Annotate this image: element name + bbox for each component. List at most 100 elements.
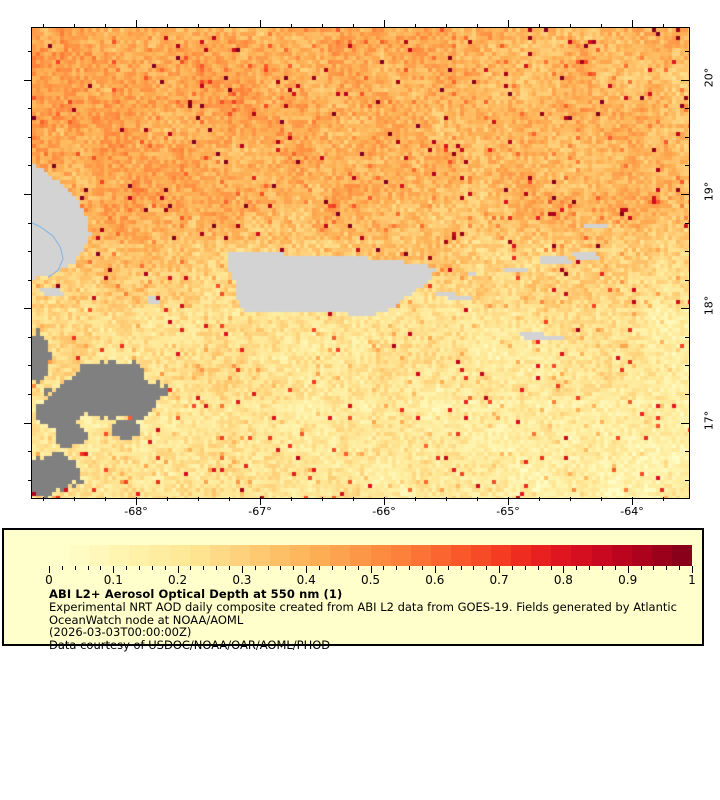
colorbar-tick-minor bbox=[126, 566, 127, 570]
ytick-minor bbox=[28, 137, 32, 138]
xtick-minor-top bbox=[167, 24, 168, 28]
ytick-minor bbox=[28, 108, 32, 109]
ytick-label-2: 18° bbox=[698, 296, 720, 316]
map-plot-area[interactable] bbox=[31, 27, 690, 499]
xtick-label-2: -66° bbox=[372, 505, 396, 518]
colorbar-tick-minor bbox=[75, 566, 76, 570]
xtick-major-top-3 bbox=[508, 20, 509, 28]
colorbar-tick-minor bbox=[448, 566, 449, 570]
xtick-label-3: -65° bbox=[496, 505, 520, 518]
xtick-minor-top bbox=[477, 24, 478, 28]
xtick-minor bbox=[663, 497, 664, 501]
ytick-minor-right bbox=[685, 451, 689, 452]
colorbar-tick-minor bbox=[615, 566, 616, 570]
colorbar-segment bbox=[410, 545, 431, 566]
xtick-major-top-2 bbox=[384, 20, 385, 28]
xtick-major-1 bbox=[260, 497, 261, 505]
colorbar-segment bbox=[209, 545, 230, 566]
colorbar-tick-minor bbox=[602, 566, 603, 570]
colorbar-tick-minor bbox=[525, 566, 526, 570]
ytick-major-0 bbox=[24, 80, 32, 81]
xtick-minor bbox=[43, 497, 44, 501]
legend-line-1: Experimental NRT AOD daily composite cre… bbox=[49, 600, 677, 614]
colorbar-tick-minor bbox=[139, 566, 140, 570]
colorbar-segment bbox=[129, 545, 150, 566]
xtick-minor-top bbox=[74, 24, 75, 28]
colorbar-segment bbox=[189, 545, 210, 566]
colorbar-segment bbox=[330, 545, 351, 566]
colorbar-tick-minor bbox=[203, 566, 204, 570]
colorbar-segment bbox=[229, 545, 250, 566]
ytick-minor-right bbox=[685, 223, 689, 224]
ytick-minor bbox=[28, 480, 32, 481]
colorbar-segment bbox=[249, 545, 271, 566]
ytick-major-right-0 bbox=[681, 80, 689, 81]
colorbar-tick-major bbox=[628, 566, 629, 573]
colorbar-label-7: 0.7 bbox=[489, 573, 509, 587]
ytick-minor-right bbox=[685, 165, 689, 166]
colorbar-tick-major bbox=[113, 566, 114, 573]
colorbar-segment bbox=[69, 545, 90, 566]
colorbar-segment bbox=[631, 545, 652, 566]
colorbar-segment bbox=[89, 545, 110, 566]
colorbar-tick-minor bbox=[576, 566, 577, 570]
colorbar-tick-minor bbox=[653, 566, 654, 570]
ytick-minor bbox=[28, 280, 32, 281]
ytick-minor bbox=[28, 451, 32, 452]
colorbar-gradient[interactable] bbox=[49, 545, 692, 566]
colorbar-tick-major bbox=[692, 566, 693, 573]
legend-panel: 0 0.1 0.2 0.3 0.4 0.5 0.6 0.7 0.8 0.9 1 ABI L2+ Ae… bbox=[2, 528, 704, 651]
xtick-minor-top bbox=[105, 24, 106, 28]
colorbar-label-2: 0.2 bbox=[168, 573, 188, 587]
colorbar-tick-minor bbox=[255, 566, 256, 570]
ytick-minor-right bbox=[685, 108, 689, 109]
ytick-major-1 bbox=[24, 194, 32, 195]
colorbar-tick-minor bbox=[641, 566, 642, 570]
colorbar-label-4: 0.4 bbox=[296, 573, 316, 587]
colorbar-segment bbox=[551, 545, 572, 566]
colorbar-tick-minor bbox=[538, 566, 539, 570]
xtick-minor-top bbox=[291, 24, 292, 28]
xtick-minor-top bbox=[415, 24, 416, 28]
xtick-minor bbox=[198, 497, 199, 501]
legend-attribution: Data courtesy of USDOC/NOAA/OAR/AOML/PHO… bbox=[49, 637, 331, 652]
colorbar-tick-minor bbox=[679, 566, 680, 570]
colorbar-tick-minor bbox=[345, 566, 346, 570]
xtick-minor-top bbox=[322, 24, 323, 28]
legend-line-2: OceanWatch node at NOAA/AOML bbox=[49, 612, 244, 627]
colorbar-segment bbox=[491, 545, 512, 566]
ytick-major-3 bbox=[24, 423, 32, 424]
colorbar-segment bbox=[470, 545, 492, 566]
colorbar-tick-minor bbox=[190, 566, 191, 570]
colorbar-tick-minor bbox=[319, 566, 320, 570]
ytick-minor-right bbox=[685, 280, 689, 281]
colorbar-segment bbox=[109, 545, 130, 566]
xtick-minor bbox=[229, 497, 230, 501]
colorbar-tick-major bbox=[435, 566, 436, 573]
ytick-label-3: 17° bbox=[698, 411, 720, 431]
colorbar-label-3: 0.3 bbox=[232, 573, 252, 587]
colorbar-tick-minor bbox=[512, 566, 513, 570]
colorbar-tick-major bbox=[563, 566, 564, 573]
colorbar-tick-minor bbox=[332, 566, 333, 570]
xtick-minor bbox=[446, 497, 447, 501]
colorbar-tick-major bbox=[49, 566, 50, 573]
colorbar-segment bbox=[49, 545, 70, 566]
colorbar-label-10: 1 bbox=[688, 573, 696, 587]
ytick-minor-right bbox=[685, 251, 689, 252]
xtick-label-0: -68° bbox=[124, 505, 148, 518]
ytick-major-2 bbox=[24, 308, 32, 309]
ytick-minor bbox=[28, 394, 32, 395]
colorbar-tick-minor bbox=[268, 566, 269, 570]
colorbar-tick-minor bbox=[100, 566, 101, 570]
ytick-minor-right bbox=[685, 365, 689, 366]
ytick-minor-right bbox=[685, 137, 689, 138]
colorbar-segment bbox=[450, 545, 471, 566]
xtick-minor-top bbox=[570, 24, 571, 28]
colorbar-tick-minor bbox=[551, 566, 552, 570]
ytick-label-0: 20° bbox=[698, 68, 720, 88]
colorbar-segment bbox=[611, 545, 632, 566]
colorbar-label-6: 0.6 bbox=[425, 573, 445, 587]
colorbar-tick-minor bbox=[88, 566, 89, 570]
colorbar-segment bbox=[350, 545, 371, 566]
